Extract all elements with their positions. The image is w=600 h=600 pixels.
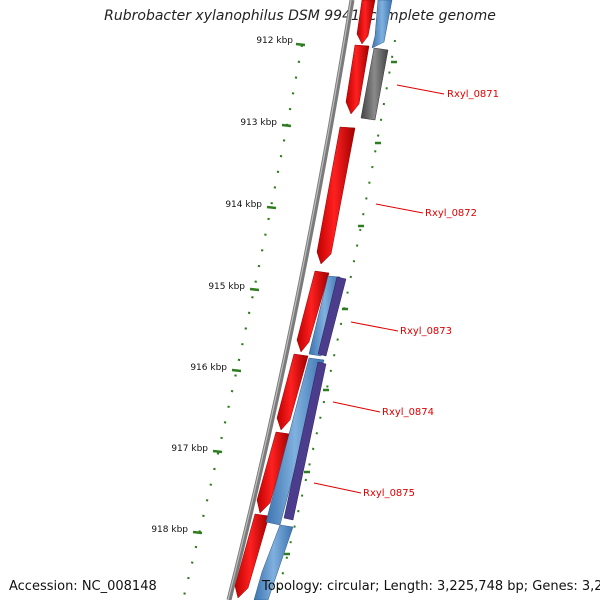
- map-title: Rubrobacter xylanophilus DSM 9941, compl…: [104, 8, 496, 24]
- reverse-strand-features: [253, 0, 393, 600]
- ruler-major-ticks: [192, 42, 306, 535]
- gene-arrow: [356, 0, 376, 45]
- gene-labels: Rxyl_0871 Rxyl_0872 Rxyl_0873 Rxyl_0874 …: [363, 89, 499, 499]
- ruler-tick: [231, 368, 242, 373]
- ruler-label: 914 kbp: [225, 200, 262, 210]
- cds-arrow: [360, 47, 389, 121]
- gene-label-rxyl-0875[interactable]: Rxyl_0875: [363, 488, 415, 499]
- ruler-tick: [281, 123, 292, 128]
- accession-text: Accession: NC_008148: [9, 579, 157, 594]
- ruler-label: 915 kbp: [208, 282, 245, 292]
- cds-arrow: [283, 361, 327, 521]
- gene-arrow: [316, 126, 356, 265]
- cds-arrow: [253, 524, 294, 600]
- gene-label-rxyl-0871[interactable]: Rxyl_0871: [447, 89, 499, 100]
- ruler-label: 916 kbp: [190, 363, 227, 373]
- ruler-tick: [266, 205, 277, 210]
- gene-label-rxyl-0873[interactable]: Rxyl_0873: [400, 326, 452, 337]
- ruler-label: 913 kbp: [240, 118, 277, 128]
- inner-dotted-ring: [275, 39, 396, 600]
- ruler-dotted-ring: [181, 44, 304, 600]
- ruler-label: 918 kbp: [151, 525, 188, 535]
- ruler-label: 917 kbp: [171, 444, 208, 454]
- gene-arrow: [234, 513, 270, 599]
- ruler-tick: [212, 449, 223, 454]
- inner-ticks: [284, 60, 397, 556]
- gene-arrow: [256, 431, 291, 514]
- ruler-tick: [192, 530, 203, 535]
- forward-strand-genes: [234, 0, 376, 599]
- ruler-tick: [295, 42, 306, 47]
- ruler-tick: [249, 287, 260, 292]
- gene-leader-lines: [313, 84, 445, 494]
- genome-backbone: [226, 0, 355, 600]
- cds-arrow: [317, 276, 347, 357]
- gene-arrow: [276, 353, 309, 431]
- cds-arrow: [371, 0, 393, 49]
- topology-text: Topology: circular; Length: 3,225,748 bp…: [262, 579, 600, 594]
- gene-arrow: [296, 270, 330, 353]
- ruler-labels: 912 kbp 913 kbp 914 kbp 915 kbp 916 kbp …: [151, 36, 293, 535]
- gene-arrow: [345, 44, 370, 115]
- gene-label-rxyl-0874[interactable]: Rxyl_0874: [382, 407, 434, 418]
- ruler-label: 912 kbp: [256, 36, 293, 46]
- gene-label-rxyl-0872[interactable]: Rxyl_0872: [425, 208, 477, 219]
